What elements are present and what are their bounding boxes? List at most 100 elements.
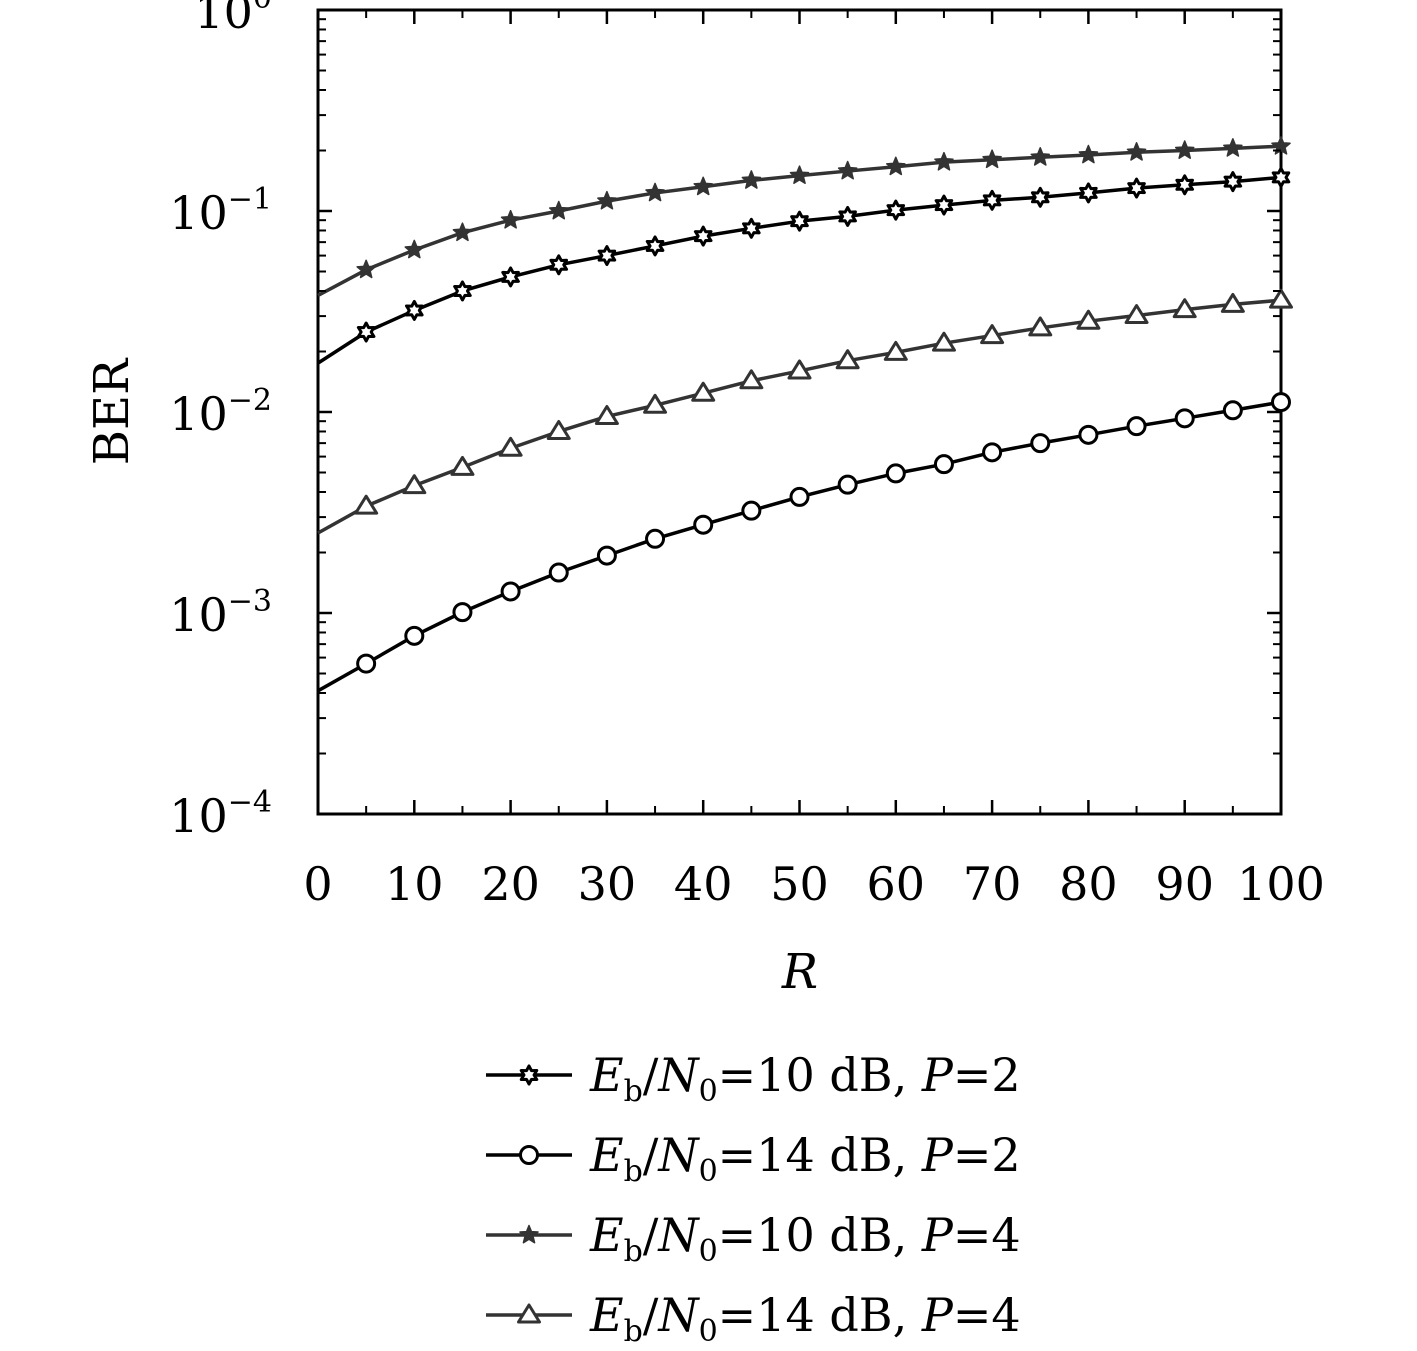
data-point [1222,400,1243,421]
data-point [838,205,857,227]
y-tick-label: 100 [194,0,272,39]
data-point [1172,298,1197,319]
data-point [1175,174,1194,196]
data-point [548,200,569,220]
data-point [405,299,424,321]
series-line [317,175,1282,365]
data-point [548,562,569,583]
legend-entry-2: Eb/N0=14 dB, P=2 [486,1128,1021,1189]
series-3 [317,135,1291,298]
data-point [356,259,376,279]
data-point [885,463,906,484]
data-point [498,436,523,457]
legend-label: Eb/N0=10 dB, P=4 [589,1208,1021,1269]
legend-entry-4: Eb/N0=14 dB, P=4 [486,1288,1021,1349]
data-point [1028,316,1053,337]
data-point [402,474,427,495]
y-tick-label: 10−2 [169,383,272,441]
data-point [356,321,376,343]
y-tick-label: 10−4 [169,785,272,843]
data-point [549,254,569,276]
data-point [1174,140,1195,159]
plot-frame [316,8,1283,816]
data-point [645,182,665,202]
plot-area [316,8,1293,816]
data-point [1271,166,1291,188]
x-axis-label: R [781,944,818,1000]
data-point [886,156,906,176]
legend-entry-1: Eb/N0=10 dB, P=2 [486,1048,1021,1109]
y-axis-label: BER [84,357,140,465]
legend-label: Eb/N0=14 dB, P=2 [589,1128,1021,1189]
legend-label: Eb/N0=14 dB, P=4 [589,1288,1021,1349]
x-tick-label: 40 [674,857,733,911]
data-point [500,209,521,229]
data-point [645,235,665,257]
data-point [1223,171,1243,193]
data-point [934,194,954,216]
x-tick-label: 0 [303,857,332,911]
data-point [1220,292,1245,313]
x-tick-label: 10 [385,857,444,911]
data-point [933,454,954,475]
data-point [354,494,379,515]
data-point [1127,177,1146,199]
data-point [1174,408,1195,429]
x-tick-label: 60 [867,857,926,911]
data-point [1078,424,1099,445]
y-axis: 10−4 10−3 10−2 10−1 100 [169,0,1281,843]
data-point [453,280,472,302]
x-tick-label: 50 [770,857,829,911]
y-tick-label: 10−1 [169,182,272,240]
legend-marker [519,1145,539,1165]
data-point [982,189,1002,211]
data-point [982,442,1003,463]
data-point [789,165,810,185]
data-point [643,393,668,414]
data-point [452,602,473,623]
legend-marker [519,1064,539,1086]
series-4 [317,288,1293,535]
x-tick-label: 90 [1155,857,1214,911]
y-tick-label: 10−3 [169,584,272,642]
data-point [404,239,425,259]
x-tick-label: 100 [1237,857,1325,911]
data-point [1030,147,1051,166]
data-point [450,455,475,476]
series-1 [317,166,1291,365]
data-point [500,581,521,602]
legend-entry-3: Eb/N0=10 dB, P=4 [486,1208,1021,1269]
data-point [691,381,716,402]
data-point [837,160,858,180]
series-line [317,400,1282,693]
data-point [1124,304,1149,325]
x-tick-label: 80 [1059,857,1118,911]
data-point [546,419,571,440]
data-point [645,528,666,549]
data-point [1030,433,1051,454]
data-point [594,404,619,425]
data-point [789,486,810,507]
data-point [452,222,473,242]
legend: Eb/N0=10 dB, P=2 Eb/N0=14 dB, P=2 Eb/N0=10… [486,1048,1021,1349]
axis-labels: R BER [84,357,818,1000]
data-point [883,340,908,361]
data-point [693,225,713,247]
legend-marker [517,1303,541,1324]
data-point [980,324,1005,345]
x-tick-label: 20 [481,857,540,911]
data-point [886,199,906,221]
data-point [596,545,617,566]
data-point [1271,392,1291,413]
data-point [742,217,761,239]
data-point [835,349,860,370]
data-point [356,653,377,674]
data-point [931,331,956,352]
data-point [501,266,520,288]
data-point [934,151,954,171]
data-point [790,210,809,232]
data-point [787,359,812,380]
data-point [1269,288,1293,309]
data-point [1079,182,1098,204]
